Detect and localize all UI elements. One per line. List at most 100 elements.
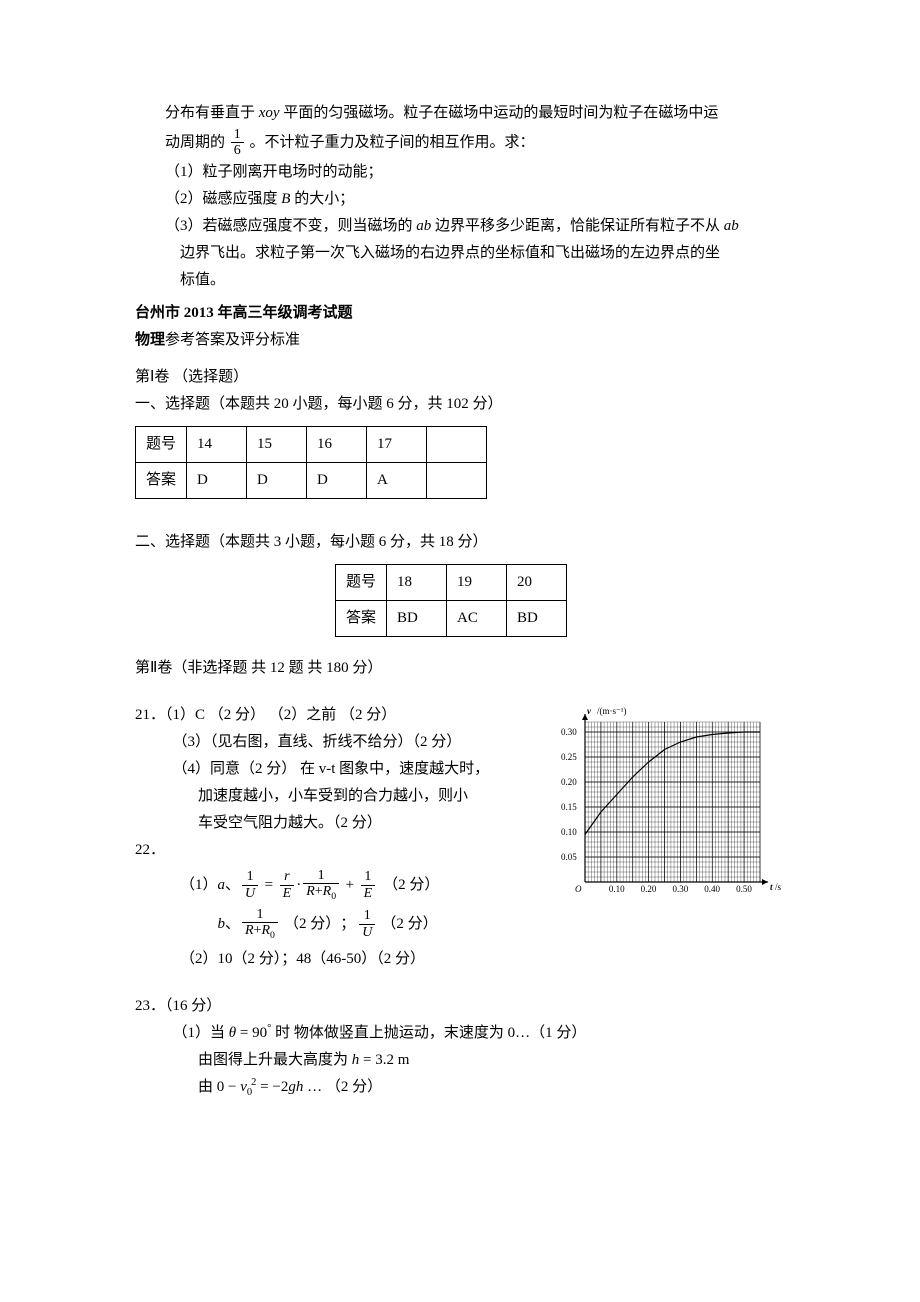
vt-chart: v /(m·s⁻¹) t /s O 0.100.200.300.400.500.… xyxy=(545,702,785,912)
q21-line2: （3）（见右图，直线、折线不给分）（2 分） xyxy=(135,729,525,756)
q23-l2-eq: = 3.2 xyxy=(359,1052,397,1068)
svg-text:0.20: 0.20 xyxy=(641,884,657,894)
title-line1: 台州市 2013 年高三年级调考试题 xyxy=(135,300,785,327)
plus: + xyxy=(315,884,323,899)
intro-fraction: 16 xyxy=(231,127,244,159)
intro-xoy: xoy xyxy=(259,105,280,121)
n: r xyxy=(280,869,295,885)
t1-h-2: 16 xyxy=(307,426,367,462)
intro-q3: （3）若磁感应强度不变，则当磁场的 ab 边界平移多少距离，恰能保证所有粒子不从… xyxy=(135,213,785,240)
xlabel: t xyxy=(770,882,773,892)
svg-text:0.15: 0.15 xyxy=(561,802,577,812)
t1-h-1: 15 xyxy=(247,426,307,462)
d: R+R0 xyxy=(303,884,339,903)
q22-a-label: a xyxy=(218,872,226,899)
intro-q2: （2）磁感应强度 B 的大小； xyxy=(135,186,785,213)
svg-text:0.25: 0.25 xyxy=(561,752,577,762)
n: 1 xyxy=(303,868,339,884)
title-rest: 参考答案及评分标准 xyxy=(165,332,300,348)
frac-RR0-a: 1R+R0 xyxy=(303,868,339,903)
intro-q3-line2: 边界飞出。求粒子第一次飞入磁场的右边界点的坐标值和飞出磁场的左边界点的坐 xyxy=(135,240,785,267)
q3-ab1: ab xyxy=(416,218,431,234)
frac-RR0-b: 1R+R0 xyxy=(242,907,278,942)
q22-title: 22． xyxy=(135,837,525,864)
sec3-hdr: 第Ⅱ卷（非选择题 共 12 题 共 180 分） xyxy=(135,655,785,682)
q22-eq-a: （1） a、 1U = rE · 1R+R0 + 1E （2 分） xyxy=(135,868,525,903)
intro-paragraph-2: 动周期的 16 。不计粒子重力及粒子间的相互作用。求： xyxy=(135,127,785,159)
intro-p1-post: 平面的匀强磁场。粒子在磁场中运动的最短时间为粒子在磁场中运 xyxy=(280,105,719,121)
sec1-desc: 一、选择题（本题共 20 小题，每小题 6 分，共 102 分） xyxy=(135,391,785,418)
intro-q3-line3: 标值。 xyxy=(135,267,785,294)
frac-rE: rE xyxy=(280,869,295,901)
q23-l1-pre: （1）当 xyxy=(173,1025,229,1041)
q22-eq-b: b、 1R+R0 （2 分）； 1U （2 分） xyxy=(135,907,525,942)
q23-l3-pre: 由 xyxy=(198,1079,217,1095)
svg-text:0.30: 0.30 xyxy=(561,727,577,737)
t1-a-4 xyxy=(427,462,487,498)
q23-dots: … （2 分） xyxy=(303,1079,382,1095)
q23-eq: = xyxy=(236,1025,252,1041)
q23-v: v xyxy=(240,1079,247,1095)
svg-text:0.10: 0.10 xyxy=(609,884,625,894)
svg-text:0.10: 0.10 xyxy=(561,827,577,837)
title-line2: 物理参考答案及评分标准 xyxy=(135,327,785,354)
d: U xyxy=(242,886,258,901)
sec2-desc: 二、选择题（本题共 3 小题，每小题 6 分，共 18 分） xyxy=(135,529,785,556)
intro-p2-pre: 动周期的 xyxy=(165,134,229,150)
frac-1E: 1E xyxy=(361,869,376,901)
q21-line5: 车受空气阻力越大。（2 分） xyxy=(135,810,525,837)
intro-frac-den: 6 xyxy=(231,143,244,158)
intro-q1: （1）粒子刚离开电场时的动能； xyxy=(135,159,785,186)
q23-m: m xyxy=(398,1052,410,1068)
q3-mid: 边界平移多少距离，恰能保证所有粒子不从 xyxy=(431,218,724,234)
R: R xyxy=(245,923,254,938)
d: E xyxy=(280,886,295,901)
q23-line3: 由 0 − v02 = −2gh … （2 分） xyxy=(135,1074,785,1103)
t2-h-0: 18 xyxy=(387,564,447,600)
q23-90: 90 xyxy=(252,1025,267,1041)
q23-minus: − xyxy=(224,1079,240,1095)
q23-title: 23．（16 分） xyxy=(135,993,785,1020)
svg-text:0.50: 0.50 xyxy=(736,884,752,894)
t2-a-1: AC xyxy=(447,600,507,636)
answer-table-1: 题号 14 15 16 17 答案 D D D A xyxy=(135,426,487,499)
eq-plus: + xyxy=(346,872,354,899)
table-row: 答案 BD AC BD xyxy=(336,600,567,636)
d: E xyxy=(361,886,376,901)
frac-1U-b: 1U xyxy=(359,908,375,940)
q22-b-sep: 、 xyxy=(225,911,240,938)
t1-a-2: D xyxy=(307,462,367,498)
q23-line2: 由图得上升最大高度为 h = 3.2 m xyxy=(135,1047,785,1074)
table-row: 答案 D D D A xyxy=(136,462,487,498)
q21-line1: 21．（1）C （2 分） （2）之前 （2 分） xyxy=(135,702,525,729)
q2-pre: （2）磁感应强度 xyxy=(165,191,281,207)
t2-h-label: 题号 xyxy=(336,564,387,600)
t1-a-0: D xyxy=(187,462,247,498)
q23-line1: （1）当 θ = 90° 时 物体做竖直上抛运动，末速度为 0…（1 分） xyxy=(135,1020,785,1047)
ylabel: v xyxy=(587,706,592,716)
ylabel-unit: /(m·s⁻¹) xyxy=(597,706,626,716)
q23-eq2: = −2 xyxy=(256,1079,288,1095)
eq-dot: · xyxy=(296,872,301,899)
d: U xyxy=(359,925,375,940)
t2-r-label: 答案 xyxy=(336,600,387,636)
q22-part2: （2）10（2 分）；48（46-50）（2 分） xyxy=(135,946,525,973)
q23-l2-pre: 由图得上升最大高度为 xyxy=(198,1052,352,1068)
n: 1 xyxy=(242,869,258,885)
eq-sign-1: = xyxy=(265,872,273,899)
q3-pre: （3）若磁感应强度不变，则当磁场的 xyxy=(165,218,416,234)
q22-b-label: b xyxy=(218,911,226,938)
q2-post: 的大小； xyxy=(290,191,354,207)
svg-text:0.40: 0.40 xyxy=(704,884,720,894)
t2-h-1: 19 xyxy=(447,564,507,600)
n: 1 xyxy=(359,908,375,924)
d: R+R0 xyxy=(242,923,278,942)
q22-b-score2: （2 分） xyxy=(381,911,437,938)
t1-a-1: D xyxy=(247,462,307,498)
svg-text:0.20: 0.20 xyxy=(561,777,577,787)
intro-frac-num: 1 xyxy=(231,127,244,143)
q22-semi: ； xyxy=(340,911,355,938)
title-subject: 物理 xyxy=(135,332,165,348)
q21-line3: （4）同意（2 分） 在 v-t 图象中，速度越大时， xyxy=(135,756,525,783)
R0s: 0 xyxy=(331,891,336,902)
